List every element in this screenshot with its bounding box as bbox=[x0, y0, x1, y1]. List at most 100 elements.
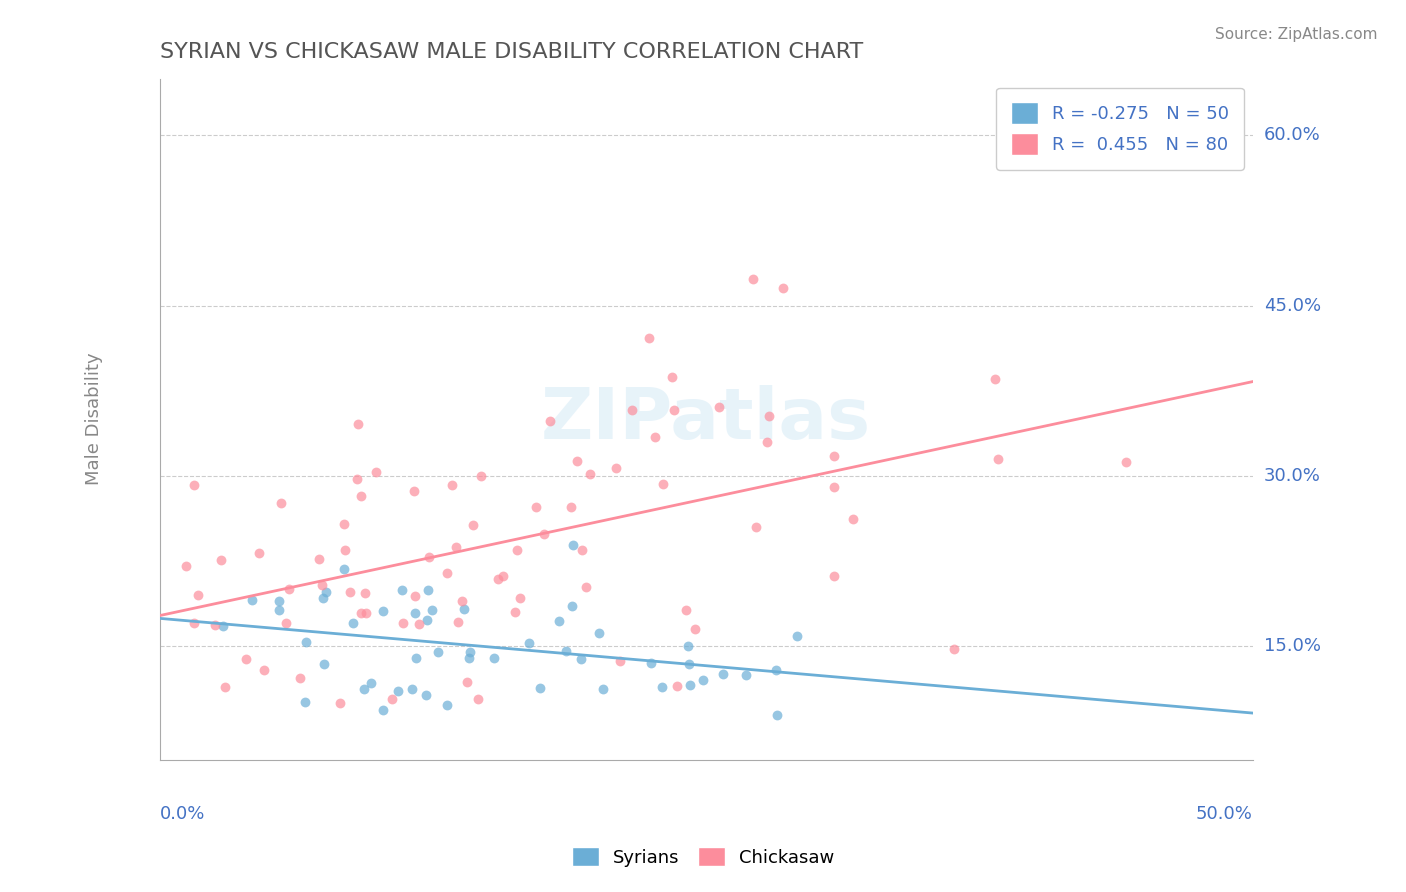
Point bbox=[486, 572, 509, 586]
Point bbox=[823, 569, 845, 583]
Point bbox=[506, 542, 529, 557]
Point bbox=[605, 460, 627, 475]
Point bbox=[707, 401, 730, 415]
Point bbox=[404, 589, 426, 603]
Point bbox=[676, 640, 699, 654]
Point bbox=[758, 409, 780, 424]
Point bbox=[555, 643, 578, 657]
Point bbox=[548, 614, 571, 628]
Point bbox=[312, 657, 335, 671]
Point bbox=[482, 650, 505, 665]
Point bbox=[742, 272, 765, 286]
Point bbox=[692, 673, 714, 688]
Point bbox=[460, 645, 482, 659]
Point bbox=[404, 607, 426, 621]
Text: 15.0%: 15.0% bbox=[1264, 637, 1320, 656]
Point bbox=[451, 594, 474, 608]
Point bbox=[354, 585, 377, 599]
Point bbox=[347, 417, 370, 431]
Point bbox=[418, 549, 440, 564]
Point bbox=[174, 559, 197, 574]
Point bbox=[183, 615, 205, 630]
Point bbox=[416, 582, 439, 597]
Point bbox=[711, 667, 734, 681]
Point bbox=[371, 703, 394, 717]
Point bbox=[342, 616, 364, 631]
Point bbox=[453, 602, 475, 616]
Point bbox=[252, 663, 274, 677]
Point bbox=[353, 682, 375, 697]
Point bbox=[640, 656, 662, 670]
Point bbox=[444, 541, 467, 555]
Point bbox=[295, 634, 318, 648]
Point bbox=[416, 613, 439, 627]
Point bbox=[447, 615, 470, 629]
Point bbox=[661, 369, 683, 384]
Point bbox=[458, 650, 481, 665]
Point bbox=[540, 414, 562, 428]
Point bbox=[609, 655, 631, 669]
Legend: Syrians, Chickasaw: Syrians, Chickasaw bbox=[564, 840, 842, 874]
Point bbox=[333, 517, 356, 532]
Point bbox=[404, 484, 426, 499]
Point bbox=[765, 707, 787, 722]
Point bbox=[350, 607, 373, 621]
Point bbox=[315, 584, 337, 599]
Point bbox=[333, 543, 356, 558]
Point bbox=[679, 677, 702, 691]
Point bbox=[984, 372, 1007, 386]
Point bbox=[651, 680, 673, 694]
Text: Source: ZipAtlas.com: Source: ZipAtlas.com bbox=[1215, 27, 1378, 42]
Point bbox=[391, 583, 413, 598]
Point bbox=[267, 594, 290, 608]
Point bbox=[350, 489, 373, 503]
Point bbox=[470, 469, 492, 483]
Text: SYRIAN VS CHICKASAW MALE DISABILITY CORRELATION CHART: SYRIAN VS CHICKASAW MALE DISABILITY CORR… bbox=[160, 42, 863, 62]
Point bbox=[277, 582, 299, 596]
Point bbox=[467, 691, 489, 706]
Point bbox=[765, 663, 787, 677]
Point bbox=[354, 607, 377, 621]
Point bbox=[214, 680, 236, 694]
Point bbox=[288, 671, 311, 685]
Point bbox=[346, 472, 368, 486]
Point bbox=[436, 566, 458, 580]
Legend: R = -0.275   N = 50, R =  0.455   N = 80: R = -0.275 N = 50, R = 0.455 N = 80 bbox=[997, 87, 1244, 169]
Point bbox=[270, 496, 292, 510]
Point bbox=[823, 481, 845, 495]
Text: 0.0%: 0.0% bbox=[160, 805, 205, 823]
Point bbox=[415, 688, 437, 702]
Point bbox=[561, 599, 583, 614]
Point bbox=[274, 616, 297, 631]
Point bbox=[526, 500, 548, 514]
Point bbox=[311, 577, 333, 591]
Point bbox=[823, 450, 845, 464]
Text: 60.0%: 60.0% bbox=[1264, 127, 1320, 145]
Point bbox=[533, 527, 555, 541]
Point bbox=[592, 682, 614, 697]
Point bbox=[211, 553, 233, 567]
Point bbox=[267, 602, 290, 616]
Point bbox=[664, 403, 686, 417]
Point bbox=[492, 568, 515, 582]
Point bbox=[683, 622, 706, 636]
Point bbox=[183, 477, 205, 491]
Point bbox=[240, 593, 263, 607]
Point bbox=[665, 679, 688, 693]
Point bbox=[943, 641, 966, 656]
Point bbox=[509, 591, 531, 605]
Point bbox=[329, 696, 352, 710]
Point bbox=[579, 467, 602, 482]
Point bbox=[675, 603, 697, 617]
Point bbox=[408, 616, 430, 631]
Point bbox=[503, 605, 526, 619]
Point bbox=[247, 546, 270, 560]
Text: Male Disability: Male Disability bbox=[86, 353, 103, 485]
Point bbox=[381, 692, 404, 706]
Point bbox=[427, 645, 450, 659]
Point bbox=[366, 465, 388, 479]
Point bbox=[420, 603, 443, 617]
Point bbox=[562, 538, 585, 552]
Point bbox=[456, 675, 478, 690]
Point bbox=[571, 543, 593, 558]
